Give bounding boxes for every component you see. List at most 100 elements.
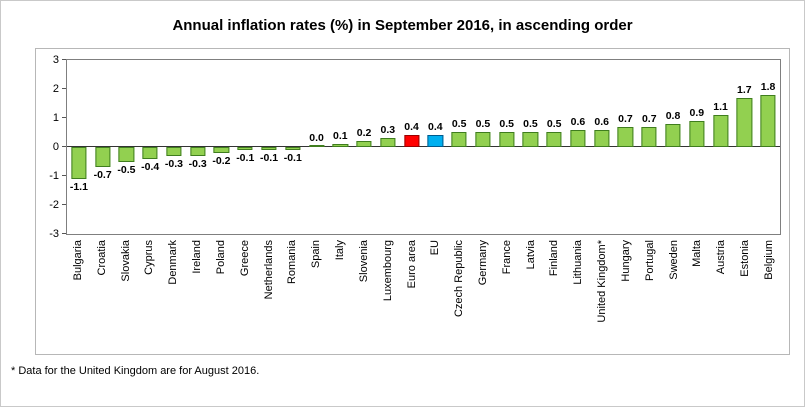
x-label-column: Estonia: [733, 238, 757, 352]
value-label: -0.7: [93, 169, 112, 181]
bar: [570, 130, 586, 147]
x-axis-label: Sweden: [667, 240, 680, 280]
bar-column: 0.5: [542, 60, 566, 234]
bar-column: 0.2: [352, 60, 376, 234]
bar-column: 0.3: [376, 60, 400, 234]
value-label: -0.5: [117, 164, 136, 176]
value-label: 0.5: [546, 118, 562, 130]
bar-column: -1.1: [67, 60, 91, 234]
plot-area: -1.1 -0.7 -0.5 -0.4 -0.3 -0.3 -0.2 -0.1 -0.1 -0.1…: [66, 59, 781, 235]
x-label-column: France: [495, 238, 519, 352]
bar: [356, 141, 372, 147]
x-axis-label: Ireland: [191, 240, 204, 274]
x-axis-label: Poland: [214, 240, 227, 275]
x-axis-label: Estonia: [739, 240, 752, 277]
x-label-column: EU: [423, 238, 447, 352]
x-axis-label: Romania: [286, 240, 299, 285]
bar: [285, 147, 301, 150]
x-label-column: Slovakia: [114, 238, 138, 352]
value-label: 0.5: [523, 118, 538, 130]
value-label: -0.1: [236, 152, 255, 164]
x-axis-label: Lithuania: [572, 240, 585, 285]
bar: [166, 147, 182, 156]
bar-column: 1.8: [756, 60, 780, 234]
x-label-column: Austria: [709, 238, 733, 352]
bar: [403, 135, 420, 147]
x-label-column: Poland: [209, 238, 233, 352]
bar: [213, 147, 230, 153]
bar: [546, 132, 562, 147]
x-label-column: Germany: [471, 238, 495, 352]
bar-column: 0.4: [423, 60, 447, 234]
x-label-column: Croatia: [90, 238, 114, 352]
bar: [712, 115, 729, 147]
x-label-column: Belgium: [757, 238, 781, 352]
x-axis-label: Czech Republic: [453, 240, 466, 318]
x-axis-label: Hungary: [619, 240, 632, 282]
bar: [736, 98, 752, 147]
x-label-column: Netherlands: [257, 238, 281, 352]
value-label: -0.1: [283, 152, 302, 164]
x-axis-label: Germany: [476, 240, 489, 286]
x-label-column: Lithuania: [566, 238, 590, 352]
x-axis-label: Netherlands: [262, 240, 275, 300]
value-label: 0.6: [570, 116, 586, 128]
x-axis-label: Luxembourg: [381, 240, 394, 302]
x-axis-label: United Kingdom*: [596, 240, 609, 323]
value-label: 0.3: [380, 124, 396, 136]
bar: [665, 124, 681, 147]
bar: [142, 147, 158, 159]
y-tick-label: 0: [52, 141, 59, 153]
x-label-column: Luxembourg: [376, 238, 400, 352]
value-label: 0.9: [689, 107, 705, 119]
x-axis-label: Finland: [548, 240, 561, 277]
value-label: 1.7: [737, 84, 752, 96]
x-label-column: United Kingdom*: [590, 238, 614, 352]
bar: [332, 144, 348, 147]
bar: [689, 121, 705, 147]
bar: [95, 147, 111, 167]
x-axis-label: Croatia: [95, 240, 108, 276]
bar-column: 0.9: [685, 60, 709, 234]
x-label-column: Latvia: [519, 238, 543, 352]
x-label-column: Greece: [233, 238, 257, 352]
footnote: * Data for the United Kingdom are for Au…: [11, 365, 260, 377]
y-tick-mark: [62, 59, 66, 60]
x-label-column: Bulgaria: [66, 238, 90, 352]
bar-column: 0.5: [495, 60, 519, 234]
bar-column: 0.1: [328, 60, 352, 234]
x-axis-label: Latvia: [524, 240, 537, 270]
y-axis: 3 2 1 0 -1 -2 -3: [40, 54, 66, 240]
x-label-column: Slovenia: [352, 238, 376, 352]
bar-column: 0.7: [637, 60, 661, 234]
x-label-column: Cyprus: [137, 238, 161, 352]
y-tick-label: 2: [52, 83, 59, 95]
value-label: -0.4: [141, 161, 160, 173]
x-label-column: Italy: [328, 238, 352, 352]
bar-column: -0.4: [138, 60, 162, 234]
value-label: 1.8: [760, 81, 776, 93]
x-label-column: Hungary: [614, 238, 638, 352]
bar: [190, 147, 206, 156]
bar: [427, 135, 443, 147]
bar: [237, 147, 253, 150]
bar-column: -0.1: [281, 60, 305, 234]
x-label-column: Sweden: [662, 238, 686, 352]
bar: [118, 147, 135, 162]
bar-column: -0.7: [91, 60, 115, 234]
value-label: 0.4: [428, 121, 443, 133]
bar: [594, 130, 610, 147]
bar-column: 0.0: [305, 60, 329, 234]
bar-column: 0.5: [471, 60, 495, 234]
x-label-column: Spain: [304, 238, 328, 352]
bar-column: -0.3: [162, 60, 186, 234]
y-tick-label: -1: [49, 170, 59, 182]
bar-column: -0.1: [233, 60, 257, 234]
value-label: -0.1: [259, 152, 279, 164]
x-axis-label: Slovenia: [357, 240, 370, 283]
x-label-column: Ireland: [185, 238, 209, 352]
bar: [475, 132, 491, 147]
value-label: 0.7: [618, 113, 633, 125]
x-axis-label: Italy: [334, 240, 347, 261]
